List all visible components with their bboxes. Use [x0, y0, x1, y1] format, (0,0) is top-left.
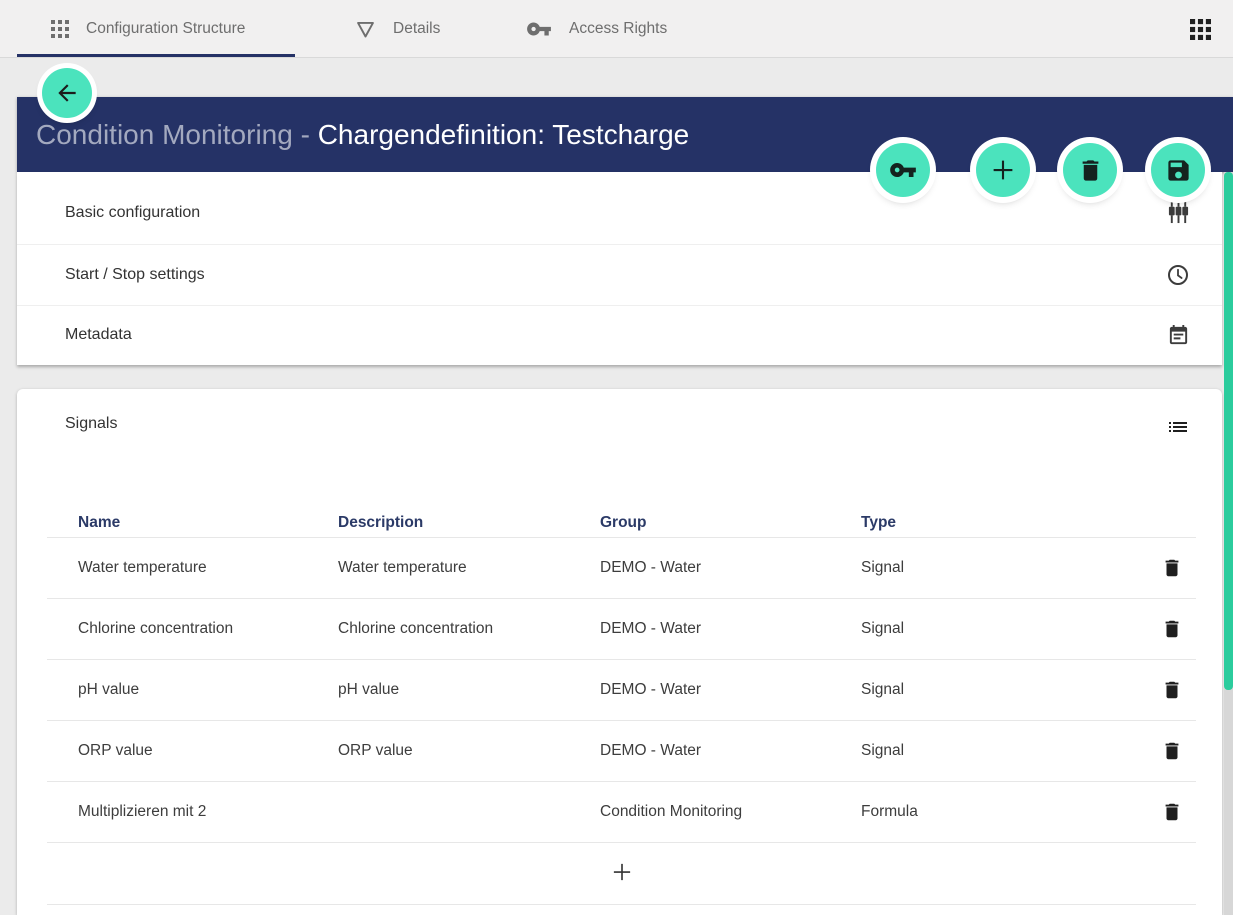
cell-type: Formula — [861, 803, 918, 820]
access-rights-button[interactable] — [876, 143, 930, 197]
top-tab-bar: Configuration Structure Details Access R… — [0, 0, 1233, 58]
table-row[interactable]: Water temperature Water temperature DEMO… — [47, 538, 1196, 599]
tab-label: Details — [393, 20, 441, 37]
page-title: Condition Monitoring - Chargendefinition… — [17, 119, 689, 151]
list-icon — [1169, 422, 1187, 432]
row-delete-button[interactable] — [1148, 740, 1196, 762]
cell-name: pH value — [78, 681, 140, 698]
apps-grid-icon — [1190, 19, 1211, 40]
column-header-type: Type — [861, 513, 897, 531]
cell-type: Signal — [861, 742, 905, 759]
trash-icon — [1082, 159, 1098, 181]
add-signal-button[interactable] — [599, 855, 645, 892]
page-header: Condition Monitoring - Chargendefinition… — [17, 97, 1233, 172]
scrollbar-track[interactable] — [1224, 172, 1233, 915]
grid-icon — [51, 20, 69, 38]
table-row[interactable]: Multiplizieren mit 2 Condition Monitorin… — [47, 782, 1196, 843]
back-button[interactable] — [42, 68, 92, 118]
add-button[interactable] — [976, 143, 1030, 197]
cell-name: ORP value — [78, 742, 153, 759]
plus-icon — [613, 863, 630, 881]
filter-icon — [357, 21, 374, 37]
calendar-icon — [1169, 324, 1188, 344]
clock-icon — [1168, 265, 1188, 285]
row-delete-button[interactable] — [1148, 557, 1196, 579]
page-title-main: Chargendefinition: Testcharge — [317, 118, 690, 150]
signals-card: Signals Name Description Group Type Wate… — [17, 389, 1222, 915]
section-basic-configuration[interactable]: Basic configuration — [17, 172, 1222, 245]
sliders-icon — [1168, 201, 1189, 224]
cell-name: Water temperature — [78, 559, 207, 576]
cell-group: Condition Monitoring — [600, 803, 743, 820]
key-icon — [527, 22, 551, 36]
trash-icon — [1165, 620, 1179, 638]
cell-group: DEMO - Water — [600, 681, 702, 698]
active-tab-indicator — [17, 54, 295, 57]
cell-name: Chlorine concentration — [78, 620, 234, 637]
column-header-name: Name — [78, 513, 121, 531]
tab-details[interactable]: Details — [355, 0, 440, 58]
cell-description: Chlorine concentration — [338, 620, 494, 637]
section-metadata[interactable]: Metadata — [17, 306, 1222, 364]
tab-label: Configuration Structure — [86, 20, 246, 37]
table-row[interactable]: ORP value ORP value DEMO - Water Signal — [47, 721, 1196, 782]
cell-type: Signal — [861, 620, 905, 637]
cell-name: Multiplizieren mit 2 — [78, 803, 207, 820]
scrollbar-thumb[interactable] — [1224, 172, 1233, 690]
apps-menu-button[interactable] — [1190, 19, 1211, 40]
table-row[interactable]: pH value pH value DEMO - Water Signal — [47, 660, 1196, 721]
page-title-prefix: Condition Monitoring - — [36, 118, 318, 150]
trash-icon — [1165, 681, 1179, 699]
column-header-description: Description — [338, 513, 424, 531]
section-label: Start / Stop settings — [65, 266, 205, 283]
plus-icon — [993, 160, 1013, 180]
cell-group: DEMO - Water — [600, 742, 702, 759]
column-header-group: Group — [600, 513, 647, 531]
configuration-card: Basic configuration Start / Stop setting… — [17, 172, 1222, 365]
table-header-row: Name Description Group Type — [47, 508, 1196, 538]
save-button[interactable] — [1151, 143, 1205, 197]
signals-table: Name Description Group Type Water temper… — [47, 508, 1196, 905]
signals-list-button[interactable] — [1166, 415, 1190, 439]
delete-button[interactable] — [1063, 143, 1117, 197]
trash-icon — [1165, 559, 1179, 577]
key-icon — [890, 163, 916, 177]
cell-type: Signal — [861, 681, 905, 698]
cell-description: pH value — [338, 681, 400, 698]
tab-label: Access Rights — [569, 20, 668, 37]
section-label: Basic configuration — [65, 203, 201, 221]
trash-icon — [1165, 742, 1179, 760]
cell-group: DEMO - Water — [600, 559, 702, 576]
add-signal-row — [47, 843, 1196, 905]
tab-configuration-structure[interactable]: Configuration Structure — [51, 0, 245, 58]
row-delete-button[interactable] — [1148, 679, 1196, 701]
section-start-stop-settings[interactable]: Start / Stop settings — [17, 245, 1222, 306]
signals-title: Signals — [65, 415, 118, 432]
save-icon — [1167, 159, 1189, 181]
arrow-left-icon — [58, 84, 76, 102]
cell-description: ORP value — [338, 742, 413, 759]
cell-group: DEMO - Water — [600, 620, 702, 637]
trash-icon — [1165, 803, 1179, 821]
tab-access-rights[interactable]: Access Rights — [526, 0, 667, 58]
table-row[interactable]: Chlorine concentration Chlorine concentr… — [47, 599, 1196, 660]
cell-description: Water temperature — [338, 559, 467, 576]
cell-type: Signal — [861, 559, 905, 576]
row-delete-button[interactable] — [1148, 618, 1196, 640]
section-label: Metadata — [65, 326, 132, 343]
row-delete-button[interactable] — [1148, 801, 1196, 823]
